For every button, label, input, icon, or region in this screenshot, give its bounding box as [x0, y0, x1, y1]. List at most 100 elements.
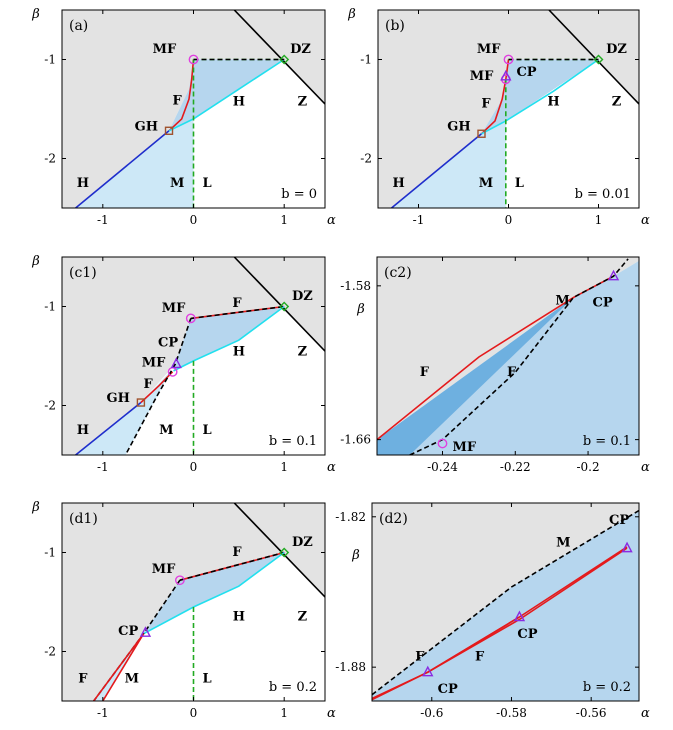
- panel-label: (c1): [69, 265, 97, 281]
- region-fill-dark_blue: [377, 297, 574, 455]
- region-label: H: [547, 95, 559, 110]
- marker-circle: [174, 575, 185, 586]
- region-label: L: [203, 176, 212, 191]
- region-label: CP: [118, 624, 138, 639]
- curve-black: [233, 257, 325, 352]
- curve-black: [233, 10, 325, 105]
- curve-cyan: [173, 305, 285, 372]
- parameter-label: b = 0.2: [269, 680, 317, 695]
- region-label: F: [415, 650, 425, 665]
- marker-diamond: [593, 54, 604, 65]
- region-fill-light_blue: [75, 118, 194, 208]
- y-tick-label: -1: [360, 53, 372, 67]
- panel-label: (d2): [379, 511, 408, 527]
- x-tick-label: 0: [190, 213, 198, 227]
- x-tick-label: -1: [97, 460, 109, 474]
- region-fill-grey: [378, 10, 639, 104]
- region-label: M: [479, 176, 493, 191]
- parameter-label: b = 0.1: [269, 434, 317, 449]
- marker-diamond: [279, 54, 290, 65]
- panel-label: (c2): [384, 265, 412, 281]
- region-label: MF: [153, 42, 177, 57]
- panel-label: (d1): [69, 511, 98, 527]
- region-fill-mid_blue: [173, 306, 285, 371]
- x-tick-label: -0.2: [576, 460, 599, 474]
- y-axis-label: β: [351, 548, 360, 563]
- marker-circle: [437, 438, 448, 449]
- region-label: F: [144, 377, 154, 392]
- region-label: CP: [438, 682, 458, 697]
- panel-c1: MF F DZ CP MF H Z F GH H M L -1 0 1 -1 -2 α β (c1) b = 0.1: [31, 254, 336, 475]
- region-fill-light_blue: [391, 120, 506, 208]
- region-label: MF: [142, 355, 166, 370]
- region-label: MF: [152, 562, 176, 577]
- region-fill-grey: [62, 257, 325, 352]
- region-fill-light_blue: [75, 370, 171, 455]
- y-tick-label: -1: [44, 53, 56, 67]
- marker-circle: [503, 54, 514, 65]
- region-label: GH: [135, 119, 158, 134]
- marker-triangle: [500, 69, 512, 81]
- curve-red: [102, 633, 145, 701]
- plot-area: M CP F F MF: [377, 257, 639, 455]
- y-axis-label: β: [347, 7, 356, 22]
- marker-triangle: [139, 626, 152, 637]
- region-label: MF: [470, 69, 494, 84]
- panel-label: (b): [385, 18, 405, 34]
- y-axis-label: β: [31, 254, 40, 269]
- region-fill-grey: [62, 10, 325, 104]
- panel-d2: CP M CP F F CP -0.6 -0.58 -0.56 -1.82 -1.88 α β (d2) b…: [335, 502, 650, 721]
- x-axis-label: α: [327, 460, 336, 475]
- region-label: L: [515, 176, 524, 191]
- x-tick-label: -1: [97, 706, 109, 720]
- region-label: MF: [477, 42, 501, 57]
- region-label: H: [233, 609, 245, 624]
- y-tick-label: -2: [360, 152, 372, 166]
- region-label: GH: [447, 119, 470, 134]
- curve-red: [505, 59, 510, 80]
- plot-area: MF DZ F H Z GH H M L: [62, 10, 325, 208]
- panel-label: (a): [69, 18, 88, 34]
- y-tick-label: -1: [44, 546, 56, 560]
- x-tick-label: 0: [505, 213, 513, 227]
- marker-circle: [185, 313, 196, 324]
- region-label: CP: [609, 513, 629, 528]
- curve-blue_line: [75, 401, 142, 455]
- region-label: MF: [162, 301, 186, 316]
- region-label: M: [170, 176, 184, 191]
- curve-red: [93, 633, 145, 701]
- x-axis-label: α: [641, 706, 650, 721]
- curve-black: [548, 10, 639, 105]
- y-axis-label: β: [31, 500, 40, 515]
- region-label: CP: [517, 627, 537, 642]
- region-fill-mid_blue: [143, 552, 285, 634]
- region-label: DZ: [292, 289, 313, 304]
- y-tick-label: -2: [44, 399, 56, 413]
- x-axis-label: α: [327, 213, 336, 228]
- marker-triangle: [422, 665, 434, 677]
- curve-black-dashed: [372, 509, 639, 696]
- region-label: H: [233, 95, 245, 110]
- y-tick-label: -1.66: [340, 433, 371, 447]
- marker-triangle: [621, 541, 633, 553]
- y-tick-label: -1.58: [340, 279, 371, 293]
- plot-area: MF DZ MF CP F H Z GH H M L: [378, 10, 639, 208]
- region-label: M: [159, 423, 173, 438]
- region-label: F: [475, 650, 485, 665]
- parameter-label: b = 0: [281, 187, 317, 202]
- region-label: GH: [107, 391, 130, 406]
- region-label: F: [78, 672, 88, 687]
- curve-black-dashed: [179, 551, 285, 581]
- x-tick-label: -0.6: [420, 706, 443, 720]
- parameter-label: b = 0.1: [583, 434, 631, 449]
- region-label: M: [555, 294, 569, 309]
- region-label: DZ: [290, 42, 311, 57]
- x-tick-label: 1: [280, 460, 288, 474]
- region-label: M: [125, 672, 139, 687]
- region-label: H: [233, 345, 245, 360]
- marker-diamond: [279, 547, 290, 558]
- x-tick-label: -1: [97, 213, 109, 227]
- marker-square: [164, 126, 174, 135]
- x-tick-label: 0: [190, 706, 198, 720]
